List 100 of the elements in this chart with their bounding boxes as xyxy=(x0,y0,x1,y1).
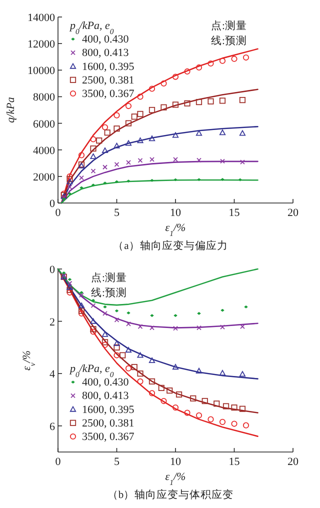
point xyxy=(244,305,248,308)
y-tick-label: 10000 xyxy=(28,65,56,78)
y-tick-label: 6 xyxy=(50,420,56,433)
point xyxy=(131,364,138,370)
y-axis-title: q/kPa xyxy=(5,96,17,123)
point xyxy=(222,403,230,410)
point xyxy=(138,158,143,163)
point xyxy=(172,74,179,80)
y-tick-label: 12000 xyxy=(28,38,56,51)
point xyxy=(231,404,238,411)
point xyxy=(239,371,246,377)
point xyxy=(125,365,132,372)
point xyxy=(114,126,120,132)
point xyxy=(240,324,245,329)
point xyxy=(114,142,120,148)
legend-label: 1600, 0.395 xyxy=(82,404,135,416)
y-tick-label: 14000 xyxy=(28,12,56,24)
point xyxy=(238,178,242,182)
point xyxy=(66,286,73,293)
point xyxy=(131,114,138,120)
point xyxy=(184,100,190,106)
point xyxy=(196,325,202,330)
line-series xyxy=(57,268,258,380)
point xyxy=(172,404,179,411)
text: （a）轴向应变与偏应力 xyxy=(113,239,228,252)
point xyxy=(158,384,164,391)
point xyxy=(137,94,144,100)
point xyxy=(68,278,72,281)
point xyxy=(90,326,96,332)
point xyxy=(114,112,120,118)
point xyxy=(126,311,130,314)
legend-label: 400, 0.430 xyxy=(82,34,130,46)
point xyxy=(214,400,220,407)
x-tick-label: 20 xyxy=(288,207,299,219)
y-tick-label: 2000 xyxy=(33,171,56,184)
point xyxy=(66,284,73,290)
point xyxy=(126,321,131,326)
x-tick-label: 10 xyxy=(170,207,182,219)
point xyxy=(148,86,156,92)
point xyxy=(78,152,85,158)
point xyxy=(172,102,179,108)
point xyxy=(102,310,108,316)
point xyxy=(125,140,132,146)
point xyxy=(150,178,154,182)
point xyxy=(61,195,66,200)
x-tick-label: 5 xyxy=(114,207,120,219)
point xyxy=(173,326,178,331)
legend-label: 2500, 0.381 xyxy=(82,74,134,86)
point xyxy=(166,388,173,394)
annotation: 线:预测 xyxy=(211,34,247,47)
point xyxy=(102,342,108,348)
point xyxy=(219,418,226,425)
y-tick-label: 6000 xyxy=(33,118,56,130)
point xyxy=(197,178,201,182)
y-tick-label: 0 xyxy=(50,198,56,210)
point xyxy=(196,368,202,374)
point xyxy=(202,398,208,404)
point xyxy=(219,98,226,104)
point xyxy=(172,132,179,138)
point xyxy=(91,184,96,187)
y-tick-label: 4000 xyxy=(33,144,56,157)
line-series xyxy=(60,48,258,204)
point xyxy=(79,175,84,180)
legend-label: 3500, 0.367 xyxy=(82,431,135,443)
point xyxy=(96,138,102,144)
point xyxy=(120,352,126,358)
point xyxy=(220,308,224,312)
point xyxy=(80,291,84,294)
point xyxy=(102,124,108,130)
point xyxy=(114,309,119,312)
point xyxy=(80,186,84,190)
legend-label: 800, 0.413 xyxy=(82,390,130,402)
point xyxy=(137,378,144,384)
point xyxy=(184,68,190,75)
point xyxy=(67,184,72,190)
point xyxy=(173,156,178,162)
point xyxy=(137,370,144,377)
point xyxy=(208,60,214,67)
line-series xyxy=(60,126,258,204)
x-tick-label: 15 xyxy=(228,207,240,219)
point xyxy=(242,422,250,428)
point xyxy=(103,182,107,185)
point xyxy=(137,138,144,144)
point xyxy=(138,324,143,329)
x-tick-label: 10 xyxy=(170,456,182,468)
point xyxy=(239,406,246,412)
x-axis-title: ε$_{1}$/% xyxy=(165,222,186,238)
point xyxy=(239,96,246,104)
point xyxy=(220,324,225,330)
point xyxy=(242,54,250,61)
annotation: 点:测量 xyxy=(211,19,247,32)
point xyxy=(137,110,144,118)
point xyxy=(220,178,224,181)
point xyxy=(90,328,96,335)
annotation: 点:测量 xyxy=(91,271,127,284)
x-axis-title: ε$_{1}$/% xyxy=(165,471,186,486)
legend-label: 2500, 0.381 xyxy=(82,417,134,430)
y-tick-label: 0 xyxy=(50,264,56,276)
point xyxy=(114,352,120,358)
point xyxy=(231,56,238,62)
